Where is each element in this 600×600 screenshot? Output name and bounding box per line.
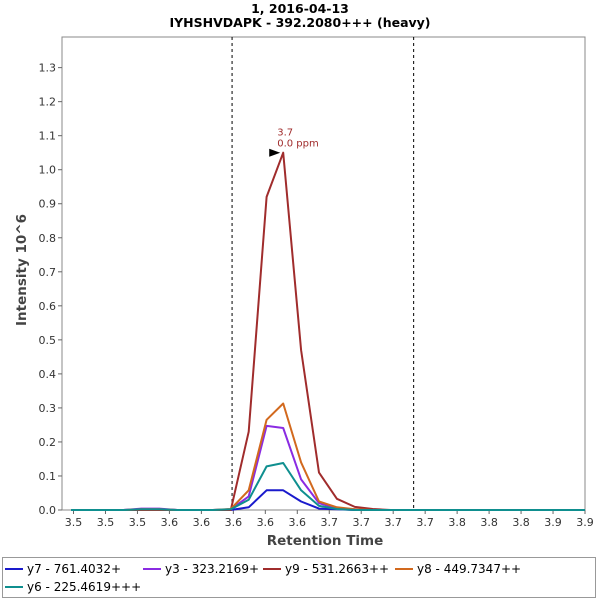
- legend-item: y3 - 323.2169+: [143, 560, 259, 578]
- legend-swatch: [143, 568, 161, 570]
- plot-area: [61, 36, 586, 511]
- x-tick-label: 3.9: [576, 516, 594, 529]
- peak-marker-icon: [269, 148, 281, 157]
- x-tick-label: 3.6: [225, 516, 243, 529]
- y-axis: 0.0 0.1 0.2 0.3 0.4 0.5 0.6 0.7 0.8 0.9 1.0 1.1 1.2 1…: [39, 62, 62, 517]
- legend-label: y7 - 761.4032+: [27, 562, 122, 576]
- legend-item: y7 - 761.4032+: [5, 560, 121, 578]
- x-tick-label: 3.6: [257, 516, 275, 529]
- y-tick-label: 1.0: [39, 164, 57, 177]
- x-tick-label: 3.5: [129, 516, 147, 529]
- chart-title: 1, 2016-04-13: [251, 1, 349, 16]
- y-tick-label: 0.0: [39, 504, 57, 517]
- x-tick-label: 3.5: [65, 516, 83, 529]
- x-tick-label: 3.8: [448, 516, 466, 529]
- y-tick-label: 0.7: [39, 266, 57, 279]
- legend: y7 - 761.4032+ y3 - 323.2169+ y9 - 531.266…: [2, 557, 596, 598]
- y-tick-label: 1.2: [39, 96, 57, 109]
- series-line-y6: [71, 462, 585, 511]
- y-tick-label: 0.4: [39, 368, 57, 381]
- legend-label: y9 - 531.2663++: [285, 562, 390, 576]
- x-tick-label: 3.6: [193, 516, 211, 529]
- integration-bounds: [231, 37, 415, 510]
- legend-swatch: [5, 568, 23, 570]
- legend-item: y8 - 449.7347++: [395, 560, 521, 578]
- annotation-line: 0.0 ppm: [277, 139, 319, 150]
- y-tick-label: 0.1: [39, 470, 57, 483]
- legend-item: y9 - 531.2663++: [263, 560, 389, 578]
- x-tick-label: 3.7: [416, 516, 434, 529]
- y-tick-label: 0.5: [39, 334, 57, 347]
- y-tick-label: 0.9: [39, 198, 57, 211]
- y-tick-label: 0.6: [39, 300, 57, 313]
- legend-swatch: [263, 568, 281, 570]
- x-tick-label: 3.7: [321, 516, 339, 529]
- y-tick-label: 0.3: [39, 402, 57, 415]
- x-tick-label: 3.6: [289, 516, 307, 529]
- y-tick-label: 0.2: [39, 436, 57, 449]
- x-tick-label: 3.8: [512, 516, 530, 529]
- x-tick-label: 3.7: [352, 516, 370, 529]
- annotation-line: 3.7: [277, 128, 293, 139]
- x-tick-label: 3.6: [161, 516, 179, 529]
- legend-label: y8 - 449.7347++: [417, 562, 522, 576]
- x-tick-label: 3.7: [384, 516, 402, 529]
- series-lines: [71, 151, 585, 511]
- legend-swatch: [5, 586, 23, 588]
- y-axis-label: Intensity 10^6: [14, 214, 30, 326]
- legend-swatch: [395, 568, 413, 570]
- x-axis: 3.5 3.5 3.5 3.6 3.6 3.6 3.6 3.6 3.7 3.7 3.7 3.7 3.8 3…: [65, 510, 594, 529]
- x-tick-label: 3.5: [97, 516, 115, 529]
- chart-subtitle: IYHSHVDAPK - 392.2080+++ (heavy): [169, 15, 430, 30]
- y-tick-label: 0.8: [39, 232, 57, 245]
- legend-item: y6 - 225.4619+++: [5, 578, 141, 596]
- x-tick-label: 3.9: [544, 516, 562, 529]
- legend-label: y3 - 323.2169+: [165, 562, 260, 576]
- x-tick-label: 3.8: [480, 516, 498, 529]
- y-tick-label: 1.1: [39, 130, 57, 143]
- y-tick-label: 1.3: [39, 62, 57, 75]
- x-axis-label: Retention Time: [267, 533, 384, 549]
- legend-label: y6 - 225.4619+++: [27, 580, 142, 594]
- peak-annotation: 3.70.0 ppm: [269, 128, 319, 157]
